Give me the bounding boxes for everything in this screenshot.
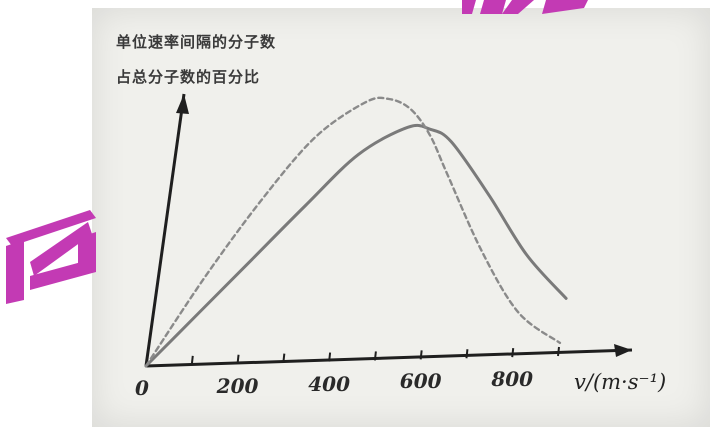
x-axis-title: v/(m·s⁻¹) [574,370,667,394]
x-axis-tick [190,355,194,365]
x-axis-tick [328,352,332,362]
y-axis-arrow-icon [176,94,189,114]
x-tick-label: 600 [399,369,442,394]
x-axis-tick [236,354,240,364]
x-axis-arrow-icon [614,344,632,357]
y-axis-title-line1: 单位速率间隔的分子数 [116,33,277,51]
x-axis-tick [511,348,515,358]
x-axis-line [145,348,633,368]
x-axis-tick [373,351,377,361]
x-axis-tick [419,350,423,360]
x-tick-label-origin: 0 [135,376,149,400]
solid-distribution-curve [144,123,568,368]
x-axis-tick [557,346,560,357]
x-axis-tick [282,353,286,363]
watermark-logo-icon [6,210,96,304]
watermark-logo-top-icon [462,0,588,14]
x-tick-label: 800 [491,367,534,392]
y-axis-title-line2: 占总分子数的百分比 [116,68,261,86]
x-tick-label: 200 [216,373,259,398]
y-axis-line [144,93,186,367]
x-axis-tick [465,349,469,359]
x-tick-label: 400 [308,371,350,396]
dashed-distribution-curve [144,96,562,368]
